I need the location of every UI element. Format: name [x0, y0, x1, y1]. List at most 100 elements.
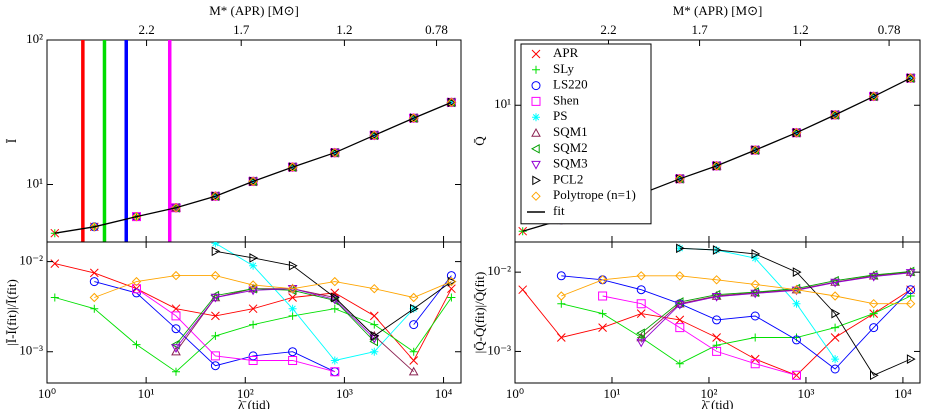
data-point [792, 370, 801, 380]
data-point [409, 356, 419, 365]
data-point [636, 271, 646, 281]
plot-area [46, 39, 462, 243]
data-point [712, 346, 722, 356]
data-point [712, 245, 722, 255]
data-point [171, 270, 181, 281]
data-point [249, 261, 258, 270]
data-point [211, 311, 220, 321]
data-point [330, 367, 340, 377]
data-point [636, 328, 645, 339]
x-tick-label: 10⁰ [38, 386, 56, 401]
data-point [556, 333, 566, 342]
y-tick-label: 10⁻² [19, 253, 43, 268]
data-point [446, 276, 457, 287]
data-point [712, 341, 721, 350]
data-point [410, 113, 419, 123]
data-point [447, 284, 456, 294]
series-line [54, 263, 452, 362]
data-point [751, 333, 760, 342]
plot-area [514, 241, 921, 384]
series-line [602, 295, 797, 376]
data-point [556, 291, 567, 301]
x-tick-label: 10⁴ [435, 386, 453, 401]
legend-swatch [531, 81, 541, 91]
data-point [518, 285, 528, 295]
top-axis-label: M* (APR) [M⊙] [673, 3, 763, 18]
data-point [711, 293, 722, 302]
legend-swatch [531, 191, 541, 201]
y-tick-label: 10¹ [26, 175, 43, 190]
data-point [171, 344, 181, 354]
series-line [54, 101, 452, 234]
data-point [906, 73, 916, 83]
y-tick-label: 10¹ [494, 96, 511, 111]
data-point [598, 291, 608, 301]
data-point [249, 176, 259, 187]
data-point [750, 289, 761, 299]
data-point [791, 286, 802, 296]
plot-content [50, 242, 457, 377]
data-point [248, 351, 258, 361]
series-line [94, 275, 452, 298]
data-point [906, 285, 916, 295]
legend-label: SLy [553, 61, 574, 76]
data-point [675, 323, 685, 333]
data-point [831, 355, 840, 364]
top-tick-label: 1.7 [691, 22, 708, 37]
data-point [831, 323, 840, 332]
x-axis-label: λ̄ (tid) [238, 397, 270, 409]
data-point [211, 242, 220, 248]
data-point [675, 359, 684, 368]
data-point [447, 97, 457, 108]
top-tick-label: 0.78 [425, 22, 448, 37]
data-point [248, 280, 258, 290]
data-point [831, 110, 841, 120]
x-tick-label: 10² [237, 386, 254, 401]
data-point [409, 320, 419, 330]
series-line [561, 275, 911, 370]
top-axis-label: M* (APR) [M⊙] [209, 3, 299, 18]
data-point [751, 249, 761, 259]
plot-content [50, 40, 457, 242]
data-point [370, 320, 379, 329]
series-line [679, 247, 911, 376]
data-point [211, 246, 221, 257]
data-point [750, 354, 760, 364]
legend-label: Shen [553, 92, 580, 107]
data-point [288, 304, 297, 313]
data-point [50, 293, 59, 302]
data-point [89, 277, 99, 287]
data-point [905, 73, 916, 83]
data-point [370, 130, 380, 141]
data-point [89, 292, 100, 303]
x-tick-label: 10¹ [604, 386, 621, 401]
top-tick-label: 1.2 [336, 22, 352, 37]
data-point [171, 311, 181, 321]
x-tick-label: 10⁰ [506, 386, 524, 401]
data-point [210, 361, 220, 371]
data-point [330, 276, 340, 287]
x-tick-label: 10³ [797, 386, 814, 401]
legend-swatch [531, 49, 541, 59]
data-point [598, 323, 607, 332]
series-line [522, 289, 911, 376]
series-line [640, 271, 911, 334]
data-point [598, 309, 607, 318]
series-line [215, 250, 452, 337]
legend-label: PS [553, 108, 567, 123]
data-point [370, 331, 380, 341]
data-point [331, 292, 340, 303]
data-point [409, 347, 418, 356]
data-point [172, 367, 180, 376]
data-point [830, 291, 840, 301]
data-point [330, 356, 339, 365]
data-point [557, 299, 566, 308]
data-point [331, 147, 340, 158]
data-point [287, 283, 298, 294]
data-point [869, 309, 878, 318]
data-point [447, 276, 457, 287]
data-point [90, 304, 99, 313]
y-tick-label: 10⁻² [487, 263, 511, 278]
data-point [248, 286, 258, 296]
